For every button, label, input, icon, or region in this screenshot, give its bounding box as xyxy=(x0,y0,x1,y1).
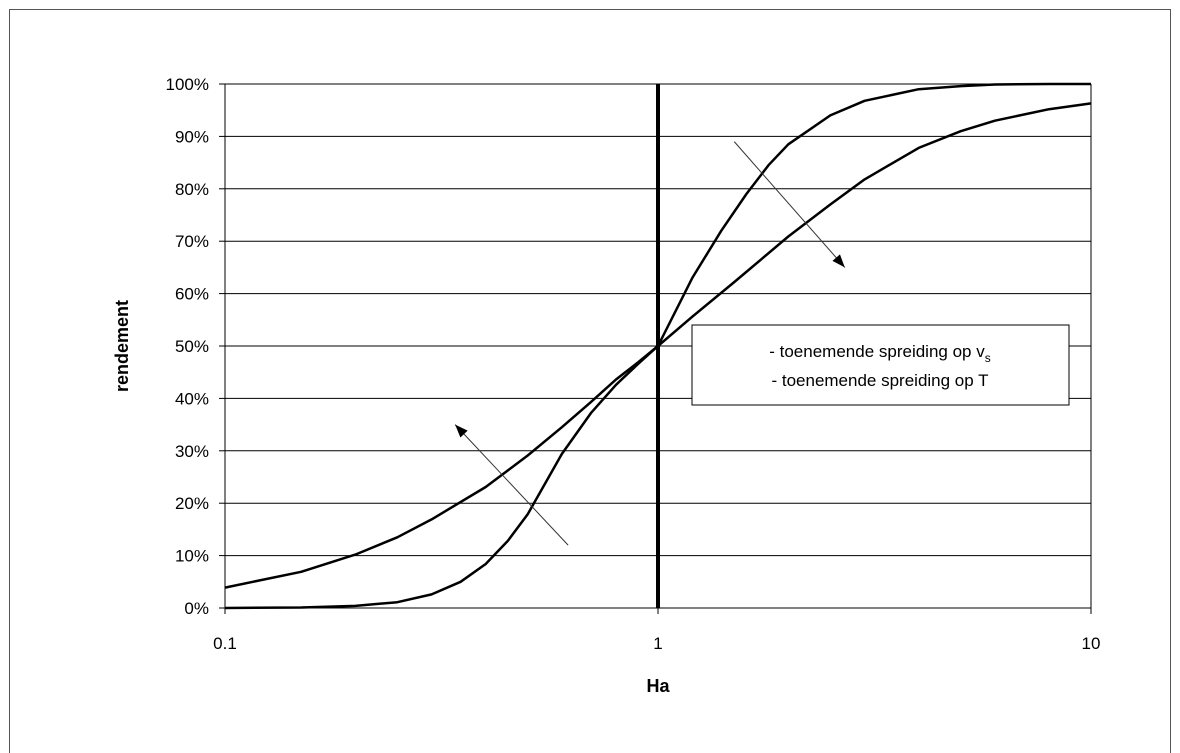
x-tick-label: 1 xyxy=(653,634,662,653)
legend-box: - toenemende spreiding op vs - toenemend… xyxy=(691,324,1070,406)
y-tick-label: 80% xyxy=(175,180,209,199)
x-tick-label: 10 xyxy=(1082,634,1101,653)
annotation-arrowhead-1 xyxy=(832,254,845,268)
y-tick-label: 10% xyxy=(175,547,209,566)
legend-item-vs-subscript: s xyxy=(985,351,991,365)
y-tick-label: 40% xyxy=(175,389,209,408)
annotation-arrow-1 xyxy=(733,141,846,268)
legend-item-t: - toenemende spreiding op T xyxy=(771,371,988,390)
annotation-arrow-2 xyxy=(454,424,569,546)
x-tick-label: 0.1 xyxy=(213,634,237,653)
y-tick-label: 50% xyxy=(175,337,209,356)
legend-item-vs-text: - toenemende spreiding op v xyxy=(769,342,985,361)
x-tick-labels: 0.1 1 10 xyxy=(213,634,1100,653)
y-tick-labels: 0% 10% 20% 30% 40% 50% 60% 70% 80% 90% 100% xyxy=(166,75,209,618)
y-tick-label: 20% xyxy=(175,494,209,513)
x-axis-title: Ha xyxy=(646,676,670,696)
annotation-arrows xyxy=(454,141,846,546)
y-tick-label: 100% xyxy=(166,75,209,94)
y-tick-label: 70% xyxy=(175,232,209,251)
y-tick-label: 30% xyxy=(175,442,209,461)
series-lines xyxy=(224,82,1092,610)
legend-item-vs: - toenemende spreiding op vs xyxy=(769,342,990,365)
y-tick-label: 60% xyxy=(175,285,209,304)
figure-frame xyxy=(9,9,1171,753)
series-line-2 xyxy=(224,102,1092,589)
y-tick-label: 0% xyxy=(184,599,209,618)
annotation-arrowhead-2 xyxy=(455,424,468,438)
y-axis-title: rendement xyxy=(112,300,132,392)
y-tick-label: 90% xyxy=(175,127,209,146)
